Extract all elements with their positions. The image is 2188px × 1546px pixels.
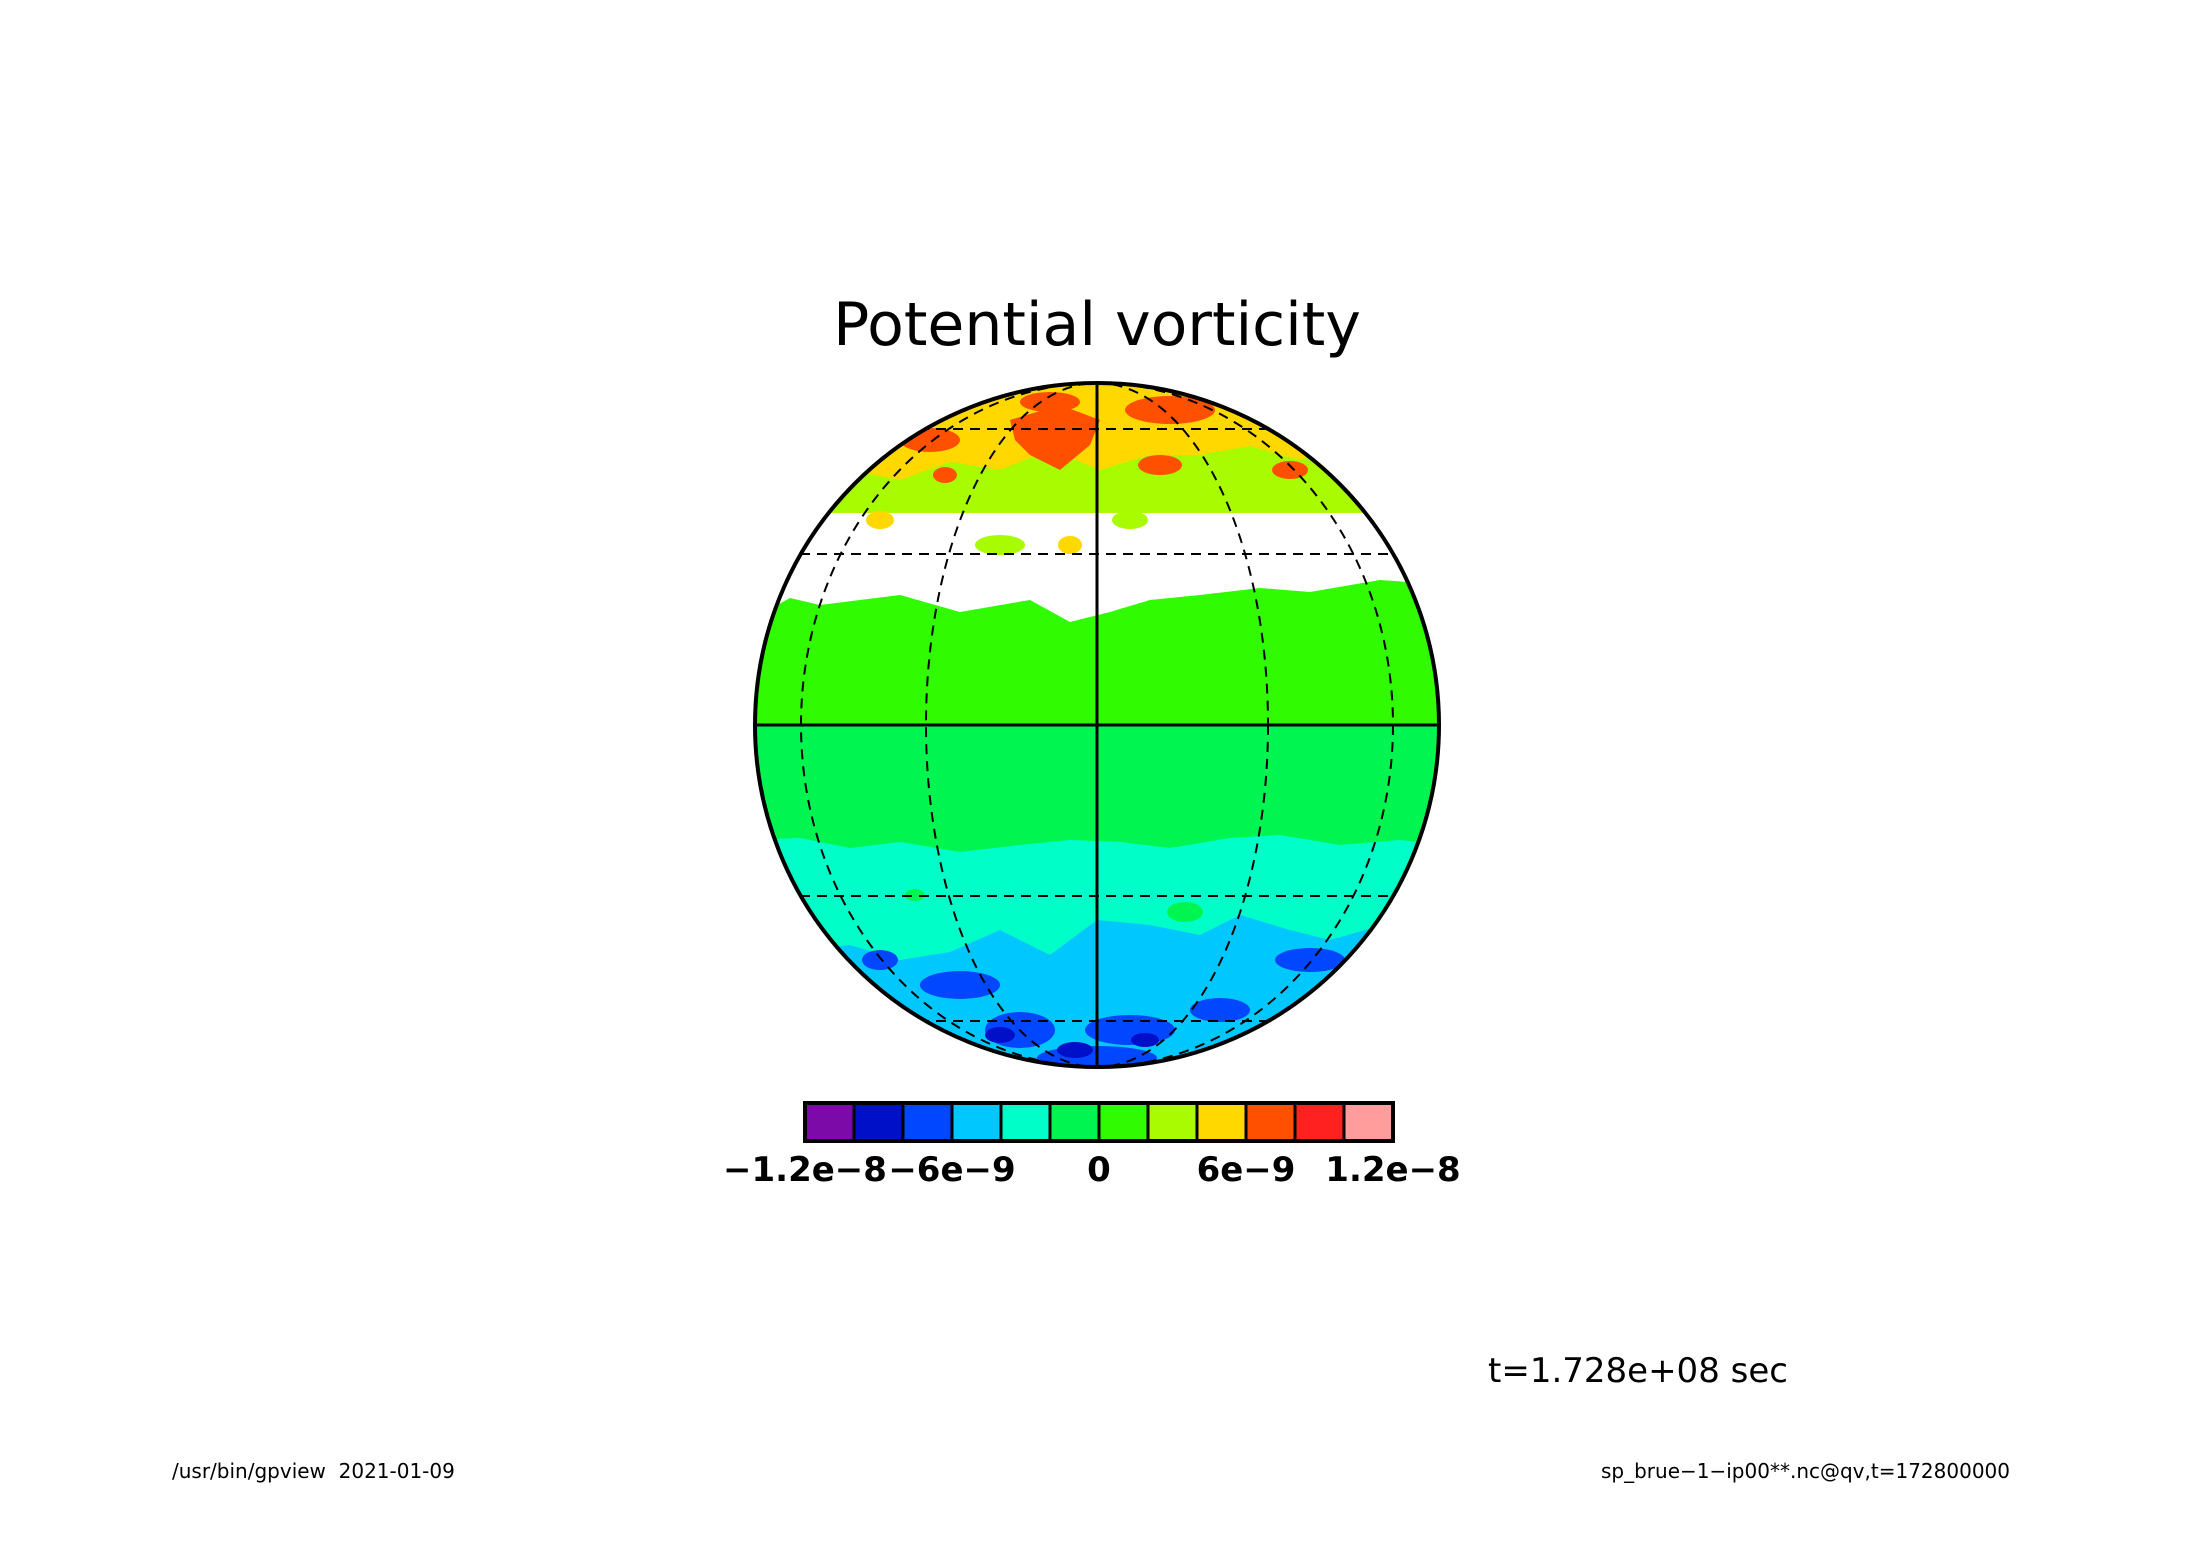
colorbar-swatch-3 [950,1101,1003,1143]
colorbar-swatch-10 [1293,1101,1346,1143]
colorbar-tick-label: −6e−9 [888,1150,1015,1190]
globe-outline [753,381,1441,1069]
patch-red-4 [1125,396,1215,424]
chart-title: Potential vorticity [833,290,1361,360]
patch-green-3 [1112,511,1148,529]
footer-right: sp_brue−1−ip00**.nc@qv,t=172800000 [1601,1459,2010,1483]
colorbar-swatch-5 [1048,1101,1101,1143]
patch-blue-5 [1275,948,1345,972]
globe [755,383,1439,1067]
colorbar-swatch-8 [1195,1101,1248,1143]
patch-navy-2 [1057,1042,1093,1058]
colorbar-outline [803,1101,1395,1143]
footer-left: /usr/bin/gpview 2021-01-09 [172,1459,455,1483]
patch-blue-6 [862,950,898,970]
colorbar-tick-label: −1.2e−8 [723,1150,887,1190]
colorbar-swatch-2 [901,1101,954,1143]
patch-yellow-1 [1058,536,1082,554]
colorbar [803,1101,1395,1143]
north-yellow-holes [975,493,1280,555]
patch-yellow-2 [866,511,894,529]
colorbar-swatch-11 [1342,1101,1395,1143]
colorbar-swatch-4 [999,1101,1052,1143]
north-patches [900,392,1308,483]
time-label: t=1.728e+08 sec [1488,1351,1788,1391]
patch-blue-1 [920,971,1000,999]
south-deep-patches [985,1027,1159,1058]
north-yellow-spots [866,511,1082,554]
patch-red-7 [1020,392,1080,412]
patch-red-3 [1138,455,1182,475]
colorbar-swatch-7 [1146,1101,1199,1143]
colorbar-labels: −1.2e−8 −6e−9 0 6e−9 1.2e−8 [723,1150,1461,1190]
colorbar-swatch-1 [852,1101,905,1143]
colorbar-tick-label: 6e−9 [1197,1150,1296,1190]
patch-green-1 [1260,493,1280,507]
patch-lightgreen-2 [905,889,925,901]
patch-red-1 [1010,405,1100,470]
patch-navy-1 [985,1027,1015,1043]
south-light-spots [905,889,1203,922]
colorbar-swatch-6 [1097,1101,1150,1143]
patch-blue-4 [1190,998,1250,1022]
patch-green-2 [975,535,1025,555]
colorbar-swatch-9 [1244,1101,1297,1143]
patch-red-6 [933,467,957,483]
colorbar-swatch-0 [803,1101,856,1143]
colorbar-tick-label: 1.2e−8 [1325,1150,1460,1190]
patch-lightgreen-1 [1167,902,1203,922]
patch-red-5 [1272,461,1308,479]
colorbar-tick-label: 0 [1087,1150,1111,1190]
patch-navy-3 [1131,1033,1159,1047]
